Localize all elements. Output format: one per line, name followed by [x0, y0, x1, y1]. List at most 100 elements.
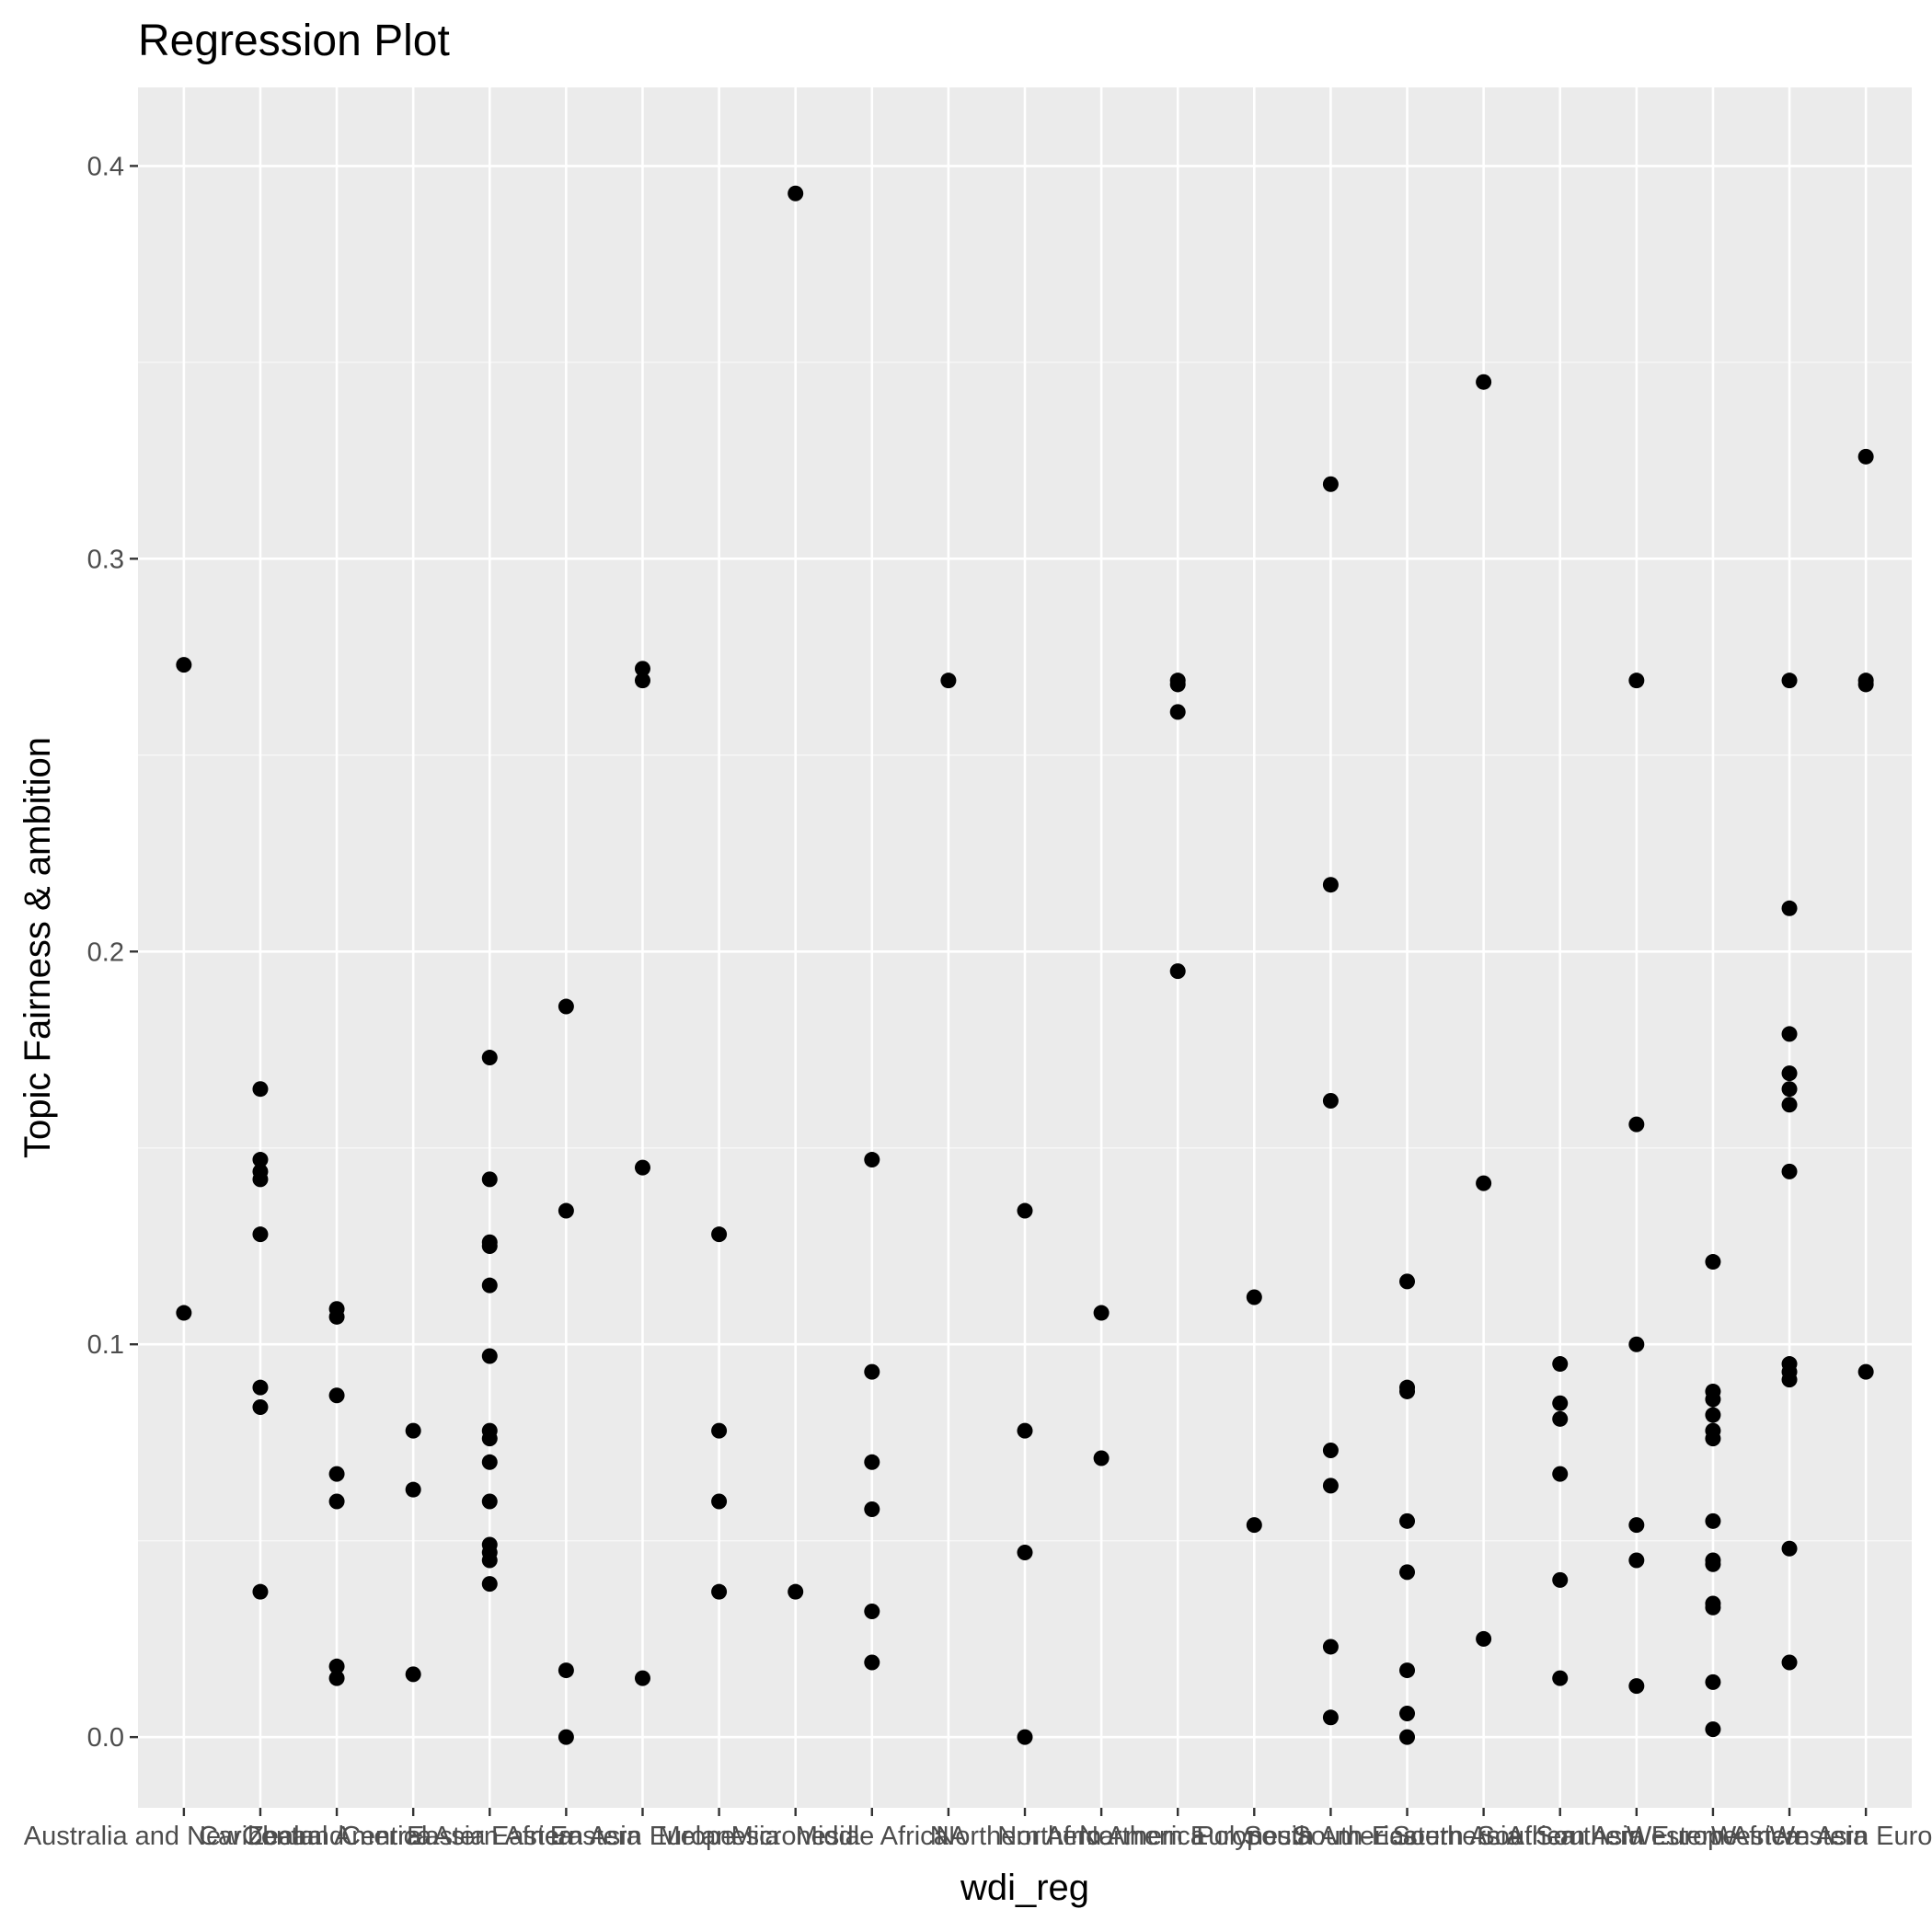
- data-point: [481, 1348, 498, 1364]
- data-point: [1705, 1721, 1721, 1738]
- data-point: [1552, 1466, 1569, 1482]
- x-tick-label: Australia and New Zealand: [24, 1822, 344, 1851]
- x-tick-label: Caribbean: [199, 1822, 322, 1851]
- data-point: [1705, 1599, 1721, 1616]
- data-point: [788, 1583, 804, 1600]
- data-point: [1705, 1407, 1721, 1423]
- data-point: [1399, 1729, 1416, 1745]
- data-point: [1017, 1422, 1033, 1439]
- data-point: [1093, 1305, 1110, 1321]
- data-point: [1705, 1673, 1721, 1690]
- data-point: [788, 185, 804, 201]
- data-point: [1552, 1410, 1569, 1427]
- data-point: [1552, 1571, 1569, 1588]
- data-point: [634, 673, 650, 689]
- x-tick-label: Eastern Europe: [550, 1822, 736, 1851]
- data-point: [252, 1226, 269, 1243]
- x-tick-label: Central America: [242, 1822, 432, 1851]
- data-point: [481, 1454, 498, 1470]
- data-point: [634, 1159, 650, 1176]
- x-tick-label: Southern Europe: [1535, 1822, 1737, 1851]
- data-point: [481, 1277, 498, 1294]
- data-point: [864, 1454, 880, 1470]
- data-point: [1781, 1065, 1798, 1082]
- data-point: [1628, 673, 1645, 689]
- data-point: [864, 1654, 880, 1671]
- data-point: [711, 1583, 728, 1600]
- data-point: [328, 1658, 345, 1674]
- data-point: [1399, 1512, 1416, 1529]
- data-point: [1705, 1512, 1721, 1529]
- data-point: [1322, 1093, 1339, 1110]
- data-point: [1781, 1163, 1798, 1179]
- y-tick-label: 0.0: [87, 1723, 124, 1753]
- data-point: [711, 1226, 728, 1243]
- x-tick-label: Southern Africa: [1392, 1822, 1575, 1851]
- data-point: [558, 998, 574, 1015]
- data-point: [176, 657, 192, 673]
- data-point: [481, 1237, 498, 1254]
- x-tick-label: Northern Africa: [936, 1822, 1114, 1851]
- data-point: [1017, 1729, 1033, 1745]
- x-tick-label: Melanesia: [658, 1822, 780, 1851]
- data-point: [252, 1583, 269, 1600]
- x-axis-title: wdi_reg: [960, 1868, 1089, 1908]
- data-point: [1322, 1709, 1339, 1726]
- data-point: [711, 1493, 728, 1510]
- data-point: [1781, 1540, 1798, 1557]
- data-point: [328, 1670, 345, 1686]
- data-point: [1322, 476, 1339, 492]
- data-point: [481, 1576, 498, 1593]
- data-point: [328, 1493, 345, 1510]
- y-tick-label: 0.3: [87, 545, 124, 574]
- data-point: [1246, 1517, 1262, 1534]
- x-tick-label: Eastern Asia: [491, 1822, 642, 1851]
- data-point: [252, 1081, 269, 1098]
- data-point: [1476, 374, 1492, 390]
- data-point: [1476, 1175, 1492, 1191]
- data-point: [1246, 1289, 1262, 1305]
- data-point: [252, 1399, 269, 1416]
- data-point: [1552, 1356, 1569, 1373]
- data-point: [1476, 1630, 1492, 1647]
- x-tick-label: Northern America: [997, 1822, 1206, 1851]
- data-point: [1399, 1662, 1416, 1679]
- data-point: [1552, 1395, 1569, 1411]
- data-point: [1169, 963, 1186, 980]
- data-point: [1399, 1706, 1416, 1722]
- x-tick-label: Micronesia: [731, 1822, 861, 1851]
- data-point: [1399, 1564, 1416, 1581]
- data-point: [558, 1729, 574, 1745]
- data-point: [252, 1379, 269, 1396]
- data-point: [1322, 1639, 1339, 1655]
- data-point: [1628, 1552, 1645, 1569]
- x-tick-label: Southern Asia: [1477, 1822, 1643, 1851]
- data-point: [1857, 676, 1874, 693]
- data-point: [481, 1050, 498, 1066]
- x-tick-label: South-Eastern Asia: [1293, 1822, 1522, 1851]
- data-point: [1705, 1556, 1721, 1572]
- x-tick-label: NA: [930, 1822, 968, 1851]
- data-point: [864, 1501, 880, 1518]
- data-point: [405, 1422, 421, 1439]
- data-point: [1781, 1097, 1798, 1113]
- data-point: [1169, 676, 1186, 693]
- data-point: [1781, 673, 1798, 689]
- data-point: [1628, 1517, 1645, 1534]
- data-point: [634, 661, 650, 677]
- data-point: [1322, 1478, 1339, 1494]
- data-point: [1781, 1372, 1798, 1388]
- data-point: [252, 1171, 269, 1188]
- data-point: [1017, 1202, 1033, 1219]
- data-point: [1552, 1670, 1569, 1686]
- data-point: [481, 1171, 498, 1188]
- x-tick-label: Central Asia: [341, 1822, 486, 1851]
- data-point: [328, 1387, 345, 1404]
- data-point: [481, 1431, 498, 1447]
- x-tick-label: South America: [1244, 1822, 1418, 1851]
- x-tick-label: Polynesia: [1196, 1822, 1313, 1851]
- chart-title: Regression Plot: [138, 17, 450, 65]
- data-point: [1628, 1116, 1645, 1133]
- data-point: [864, 1604, 880, 1620]
